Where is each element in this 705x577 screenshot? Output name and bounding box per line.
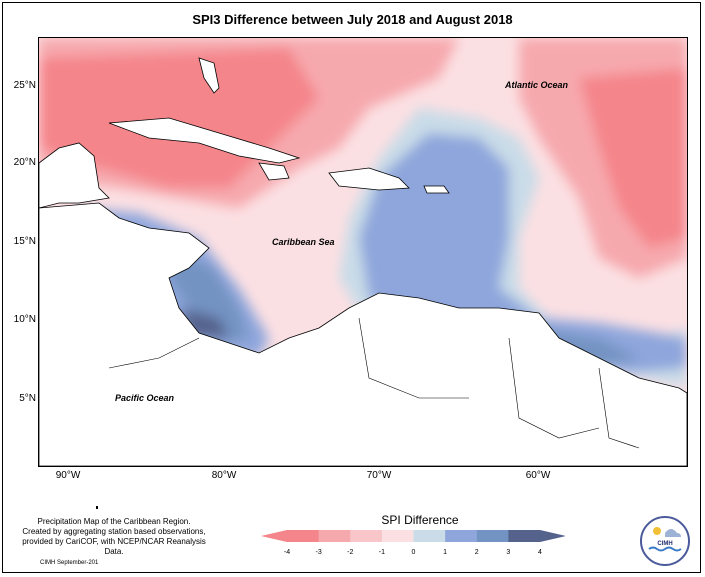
legend-tick-label: 0 [412, 549, 416, 556]
legend-swatch [508, 530, 541, 542]
legend-swatch [350, 530, 383, 542]
credit-text: Precipitation Map of the Caribbean Regio… [14, 517, 214, 557]
legend-tick-label: -3 [316, 549, 322, 556]
legend-tick-label: -4 [284, 549, 290, 556]
label-atlantic-ocean: Atlantic Ocean [505, 80, 569, 90]
legend-colorbar: -4 -3 -2 -1 0 1 2 3 4 [261, 530, 565, 556]
logo-text: CIMH [657, 541, 672, 547]
credit-line-1: Precipitation Map of the Caribbean Regio… [37, 517, 191, 526]
legend-arrow-left [261, 530, 287, 542]
legend-swatch [318, 530, 351, 542]
legend-title: SPI Difference [381, 513, 459, 527]
legend-swatch [413, 530, 446, 542]
lon-tick-80w: 80°W [211, 470, 237, 481]
map-panel [38, 37, 688, 467]
lat-tick-20n: 20°N [13, 157, 36, 168]
label-pacific-ocean: Pacific Ocean [115, 393, 175, 403]
country-borders [108, 317, 640, 449]
legend-tick-label: 3 [506, 549, 510, 556]
lat-tick-5n: 5°N [19, 393, 36, 404]
cimh-footer: CIMH September-201 [40, 560, 99, 566]
lon-tick-60w: 60°W [525, 470, 551, 481]
lon-tick-90w: 90°W [55, 470, 81, 481]
legend-swatch [287, 530, 320, 542]
cimh-logo: CIMH [640, 516, 690, 566]
map-title: SPI3 Difference between July 2018 and Au… [192, 12, 513, 27]
credit-line-2: Created by aggregating station based obs… [22, 527, 206, 536]
stray-mark [96, 506, 98, 509]
legend-tick-label: 2 [475, 549, 479, 556]
lat-tick-25n: 25°N [13, 80, 36, 91]
legend-swatch [381, 530, 414, 542]
lat-tick-15n: 15°N [13, 236, 36, 247]
legend-tick-label: -2 [347, 549, 353, 556]
spi-map [39, 38, 687, 466]
lat-tick-10n: 10°N [13, 314, 36, 325]
credit-line-3: provided by CariCOF, with NCEP/NCAR Rean… [22, 537, 206, 556]
land-masses [39, 57, 687, 466]
legend-tick-label: 4 [538, 549, 542, 556]
legend-tick-label: 1 [443, 549, 447, 556]
legend-swatch [445, 530, 478, 542]
legend-arrow-right [540, 530, 565, 542]
legend-tick-label: -1 [379, 549, 385, 556]
label-caribbean-sea: Caribbean Sea [272, 237, 335, 247]
lon-tick-70w: 70°W [366, 470, 392, 481]
legend-swatch [476, 530, 509, 542]
